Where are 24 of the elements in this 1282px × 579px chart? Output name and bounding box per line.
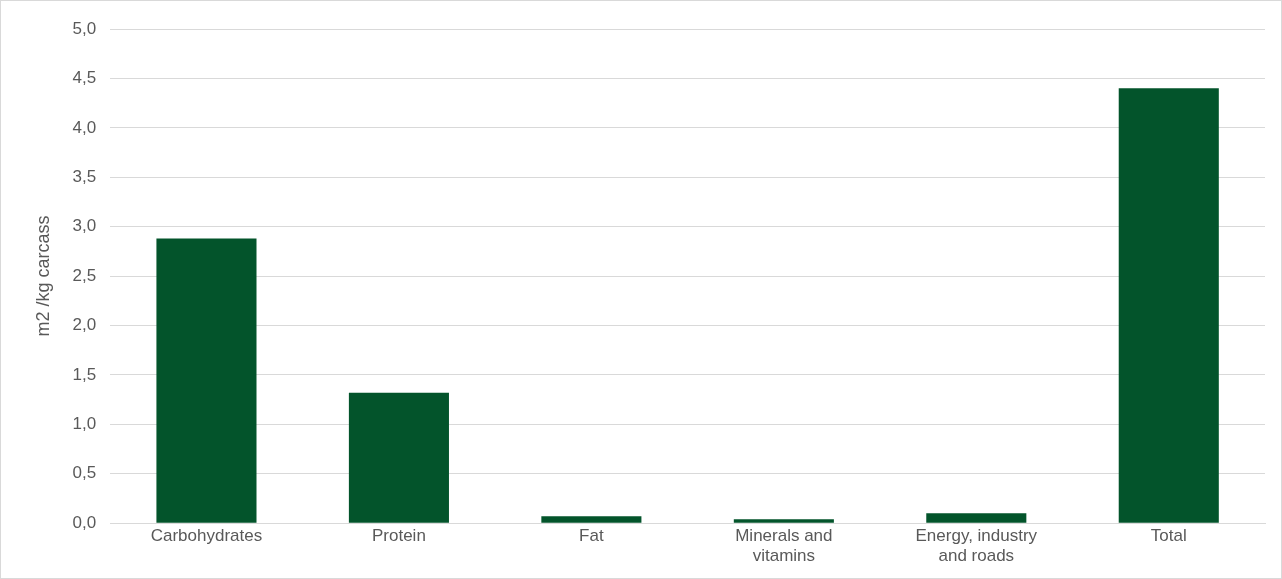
- x-tick-label: Total: [1150, 526, 1187, 546]
- x-tick-label: Minerals and vitamins: [735, 526, 833, 566]
- y-tick-label: 2,5: [72, 265, 97, 285]
- x-tick-label: Fat: [579, 526, 604, 546]
- y-tick-label: 0,0: [72, 512, 97, 532]
- x-tick-label: Carbohydrates: [150, 526, 263, 546]
- x-tick-label: Energy, industry and roads: [915, 526, 1038, 566]
- y-tick-label: 1,0: [72, 414, 97, 434]
- y-tick-label: 3,0: [72, 216, 97, 236]
- bar: [348, 392, 449, 523]
- y-tick-label: 5,0: [72, 18, 97, 38]
- y-tick-label: 3,5: [72, 166, 97, 186]
- y-tick-label: 1,5: [72, 364, 97, 384]
- bar: [926, 513, 1027, 523]
- y-tick-label: 2,0: [72, 315, 97, 335]
- y-tick-label: 0,5: [72, 463, 97, 483]
- y-tick-label: 4,5: [72, 68, 97, 88]
- x-tick-label: Protein: [371, 526, 426, 546]
- y-axis-title: m2 /kg carcass: [32, 215, 53, 337]
- bar: [156, 238, 257, 523]
- bar: [541, 516, 642, 523]
- bar: [733, 519, 834, 523]
- bar: [1118, 88, 1219, 523]
- y-tick-label: 4,0: [72, 117, 97, 137]
